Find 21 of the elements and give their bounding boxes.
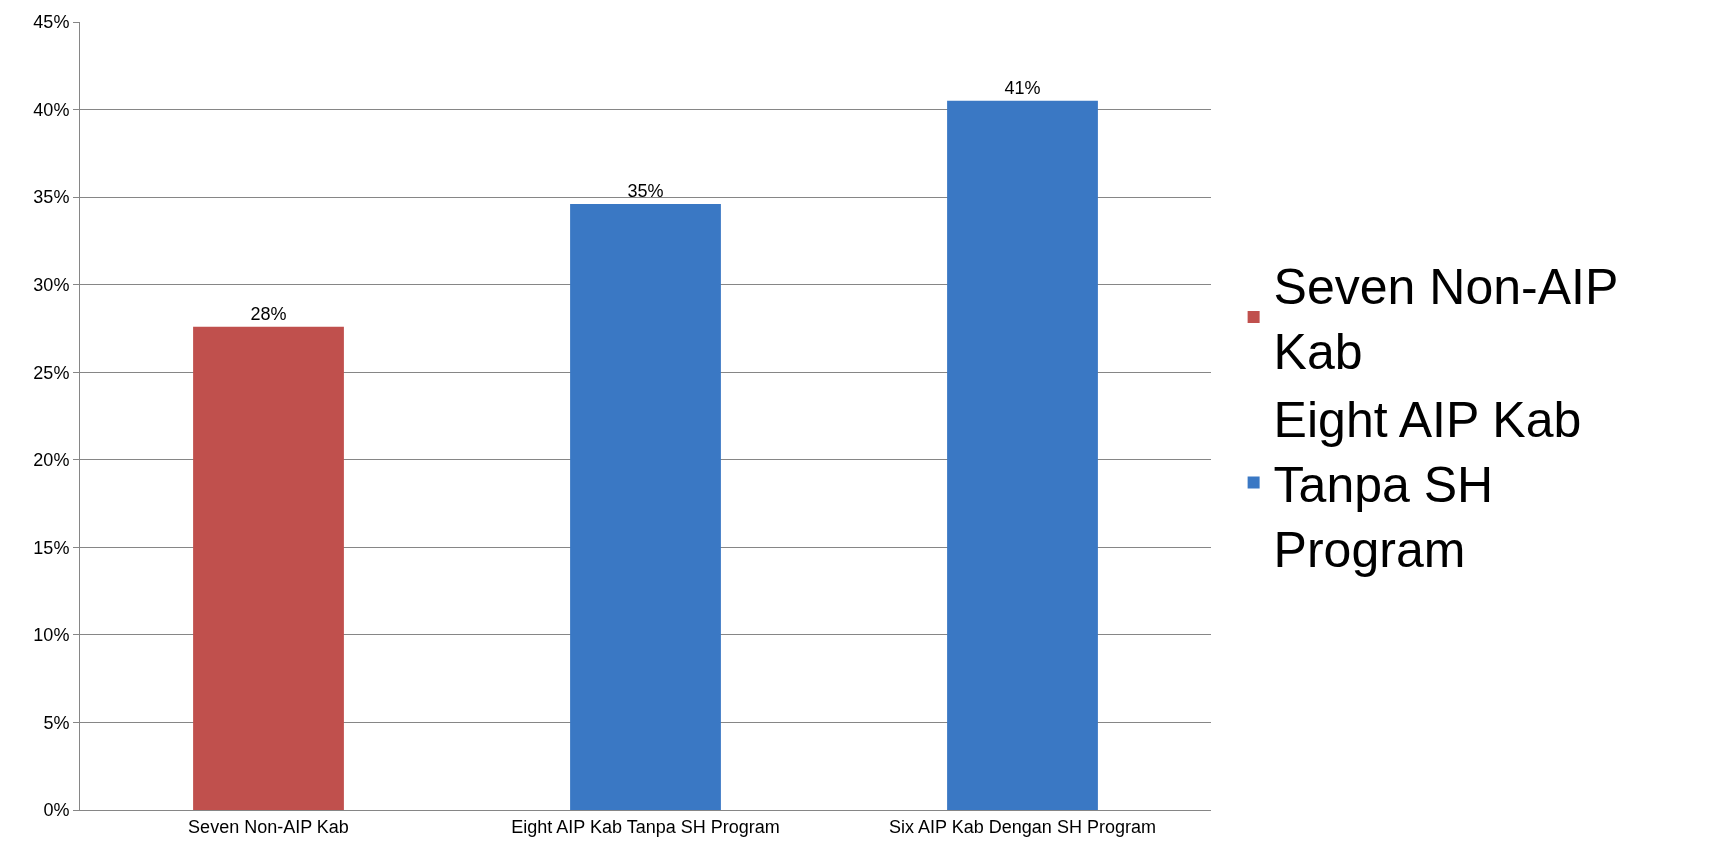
x-tick-label: Six AIP Kab Dengan SH Program bbox=[889, 816, 1156, 837]
y-tick-label: 40% bbox=[33, 99, 70, 120]
data-label: 35% bbox=[627, 181, 664, 202]
x-tick-label: Eight AIP Kab Tanpa SH Program bbox=[511, 816, 780, 837]
bar bbox=[947, 100, 1098, 810]
bar bbox=[193, 326, 344, 810]
x-tick-label: Seven Non-AIP Kab bbox=[188, 816, 349, 837]
y-tick-label: 35% bbox=[33, 187, 70, 208]
data-label: 28% bbox=[250, 303, 287, 324]
y-tick-label: 45% bbox=[33, 12, 70, 33]
y-tick-label: 25% bbox=[33, 362, 70, 383]
bar bbox=[570, 204, 721, 810]
legend-label: Eight AIP Kab Tanpa SH Program bbox=[1273, 392, 1582, 578]
y-tick-label: 30% bbox=[33, 274, 70, 295]
y-tick-label: 10% bbox=[33, 625, 70, 646]
y-tick-label: 5% bbox=[43, 712, 70, 733]
y-tick-label: 0% bbox=[43, 800, 70, 821]
legend-label: Seven Non-AIP Kab bbox=[1273, 259, 1619, 380]
y-tick-label: 20% bbox=[33, 450, 70, 471]
data-label: 41% bbox=[1004, 77, 1041, 98]
y-tick-label: 15% bbox=[33, 537, 70, 558]
